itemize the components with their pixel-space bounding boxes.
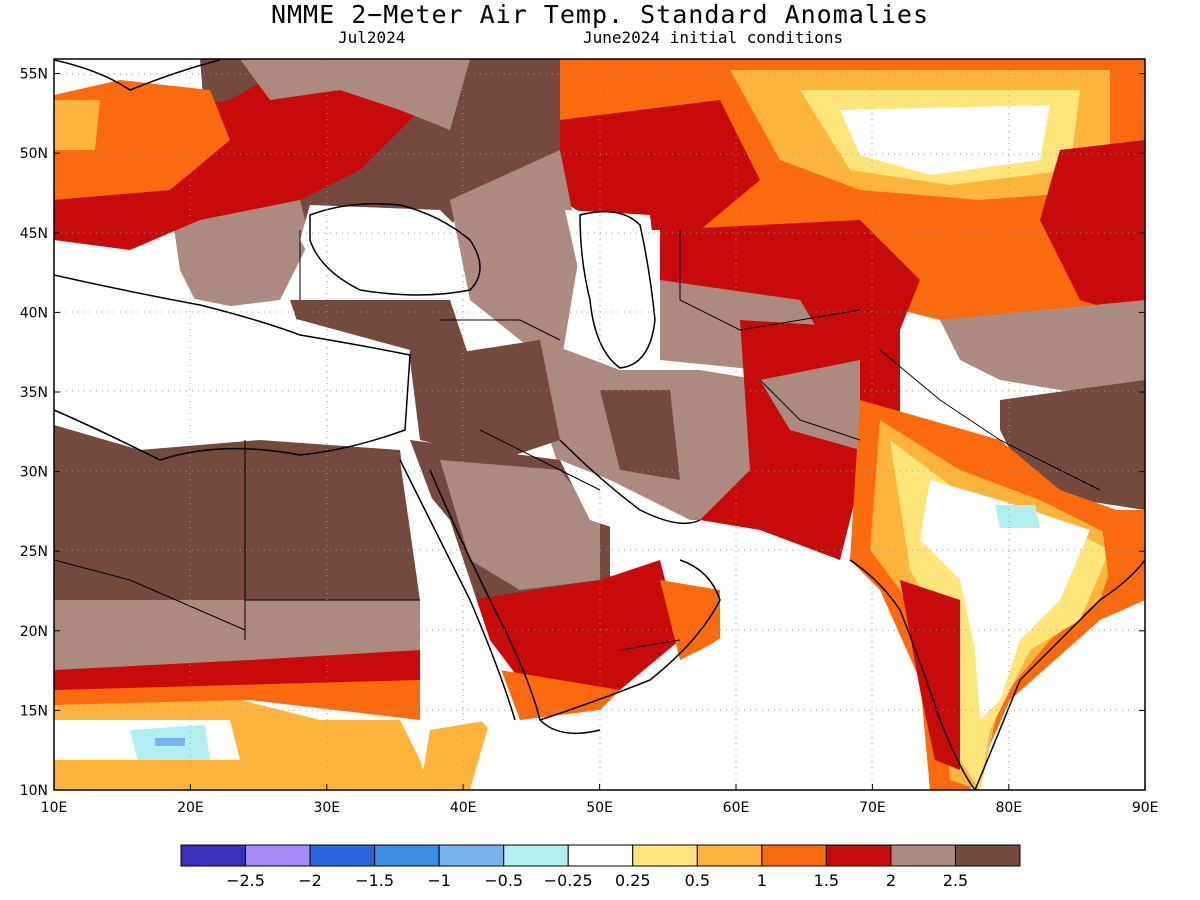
region-west-india-red — [900, 580, 960, 770]
region-china-red — [1040, 140, 1145, 320]
region-arabia-light-brown — [440, 460, 600, 590]
borders — [54, 230, 1101, 651]
region-chad-light-cyan — [130, 725, 210, 770]
region-yemen-orange — [500, 670, 620, 720]
lat-label: 55N — [20, 67, 48, 83]
region-red-sea-white — [400, 460, 520, 740]
region-russia-red — [560, 100, 760, 230]
lat-label: 15N — [20, 703, 48, 719]
colorbar-label: 1 — [757, 871, 767, 890]
coast-persian-gulf — [559, 439, 701, 525]
lat-label: 20N — [20, 624, 48, 640]
region-black-sea-white — [300, 205, 490, 300]
region-iran-dark-brown — [600, 390, 680, 480]
colorbar-swatch — [309, 844, 376, 867]
colorbar-swatch — [245, 844, 311, 867]
lon-label: 20E — [177, 800, 204, 816]
colorbar-label: −2 — [298, 871, 322, 890]
coast-black-sea — [309, 203, 481, 296]
colorbar-label: 0.25 — [615, 871, 651, 890]
colorbar-label: −0.5 — [484, 871, 523, 890]
coast-baltic — [54, 59, 221, 91]
region-west-europe-yellow — [54, 100, 100, 150]
colorbar-swatch — [503, 844, 569, 867]
region-chad-light-blue — [155, 738, 185, 746]
coast-caspian — [579, 210, 656, 369]
longitude-axis: 10E 20E 30E 40E 50E 60E 70E 80E 90E — [41, 784, 1159, 816]
lon-label: 70E — [859, 800, 886, 816]
lon-label: 50E — [586, 800, 613, 816]
coast-red-sea — [399, 459, 516, 721]
chart-title: NMME 2−Meter Air Temp. Standard Anomalie… — [270, 0, 930, 29]
region-sudan-light-brown — [54, 600, 420, 670]
region-india-light-cyan — [995, 505, 1040, 528]
colorbar-swatch — [180, 844, 247, 867]
region-arabian-sea-white — [600, 540, 920, 790]
colorbar-label: 1.5 — [814, 871, 839, 890]
region-tibet-light-brown — [940, 300, 1145, 400]
lat-label: 50N — [20, 146, 48, 162]
coast-red-sea-east — [429, 469, 601, 735]
coast-india-east — [974, 559, 1145, 790]
coast-mediterranean — [54, 274, 411, 461]
lat-label: 40N — [20, 305, 48, 321]
colorbar-swatch — [761, 844, 827, 867]
latitude-axis: 10N 15N 20N 25N 30N 35N 40N 45N 50N 55N — [20, 67, 1145, 799]
colorbar-swatch — [374, 844, 440, 867]
lat-label: 35N — [20, 385, 48, 401]
lon-label: 30E — [313, 800, 340, 816]
colorbar-label: 2.5 — [943, 871, 968, 890]
colorbar-swatch — [438, 844, 505, 867]
colorbar-swatch — [954, 844, 1021, 867]
lon-label: 10E — [41, 800, 68, 816]
region-yemen-red — [470, 560, 680, 690]
colorbar-swatch — [696, 844, 763, 867]
region-sahel-red — [54, 650, 420, 690]
region-gulf-white — [560, 460, 690, 540]
region-caucasus-light-brown — [450, 150, 580, 370]
lat-label: 25N — [20, 544, 48, 560]
region-europe-red — [54, 60, 420, 250]
initial-conditions: June2024 initial conditions — [583, 28, 844, 47]
region-caspian-white — [565, 210, 660, 370]
colorbar-label: 2 — [886, 871, 896, 890]
region-oman-orange — [660, 580, 720, 660]
region-bengal-orange — [1100, 510, 1145, 600]
colorbar-swatch — [567, 844, 634, 867]
coast-india-west — [849, 559, 976, 790]
lon-label: 80E — [995, 800, 1022, 816]
lat-label: 10N — [20, 783, 48, 799]
lon-label: 60E — [723, 800, 750, 816]
region-sahel-orange — [54, 680, 420, 720]
colorbar-label: 0.5 — [685, 871, 710, 890]
region-iraq-dark-brown — [410, 340, 560, 460]
colorbar-swatch — [632, 844, 698, 867]
region-africa-south-orange — [54, 760, 430, 790]
anomaly-field — [54, 59, 1145, 790]
region-ethiopia-light-orange — [420, 720, 490, 790]
lat-label: 30N — [20, 465, 48, 481]
colorbar-swatch — [825, 844, 892, 867]
lon-label: 40E — [450, 800, 477, 816]
colorbar: −2.5 −2 −1.5 −1 −0.5 −0.25 0.25 0.5 1 1.5 2 2.5 — [180, 844, 1021, 890]
coastlines — [54, 59, 1145, 790]
valid-month: Jul2024 — [338, 28, 406, 47]
region-kazakh-white — [840, 105, 1050, 175]
colorbar-swatch — [890, 844, 956, 867]
colorbar-label: −0.25 — [544, 871, 593, 890]
colorbar-label: −2.5 — [226, 871, 265, 890]
region-afghan-light-brown — [760, 360, 860, 450]
colorbar-label: −1.5 — [355, 871, 394, 890]
region-india-white — [920, 480, 1090, 720]
region-ukraine-light-brown — [240, 59, 470, 130]
lon-label: 90E — [1132, 800, 1159, 816]
region-med-white — [54, 270, 410, 470]
colorbar-label: −1 — [427, 871, 451, 890]
region-balkans-light-brown — [170, 200, 310, 310]
lat-label: 45N — [20, 226, 48, 242]
coast-arabia-south — [539, 559, 721, 721]
